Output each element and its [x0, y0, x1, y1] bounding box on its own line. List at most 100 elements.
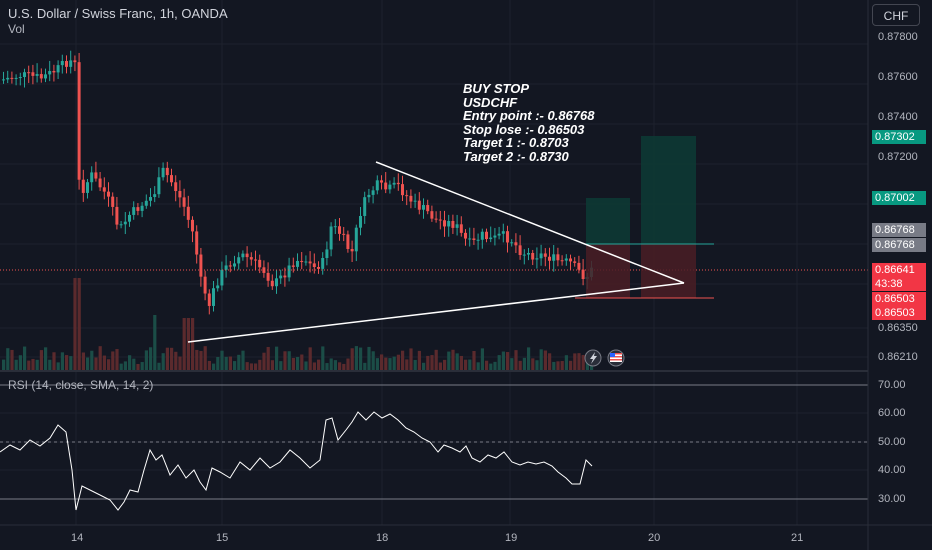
volume-bar [228, 356, 232, 370]
volume-bar [312, 362, 316, 370]
target1-tag: 0.87002 [872, 191, 926, 205]
volume-bar [220, 350, 224, 370]
entry-tag: 0.86768 [872, 238, 926, 252]
time-tick: 15 [216, 532, 229, 544]
volume-bar [132, 358, 136, 370]
volume-bar [539, 349, 543, 370]
volume-bar [375, 358, 379, 370]
volume-bar [48, 359, 52, 370]
volume-bar [560, 361, 564, 370]
volume-bar [510, 358, 514, 370]
annotation-line: BUY STOP [463, 81, 529, 96]
price-tick: 0.86210 [878, 351, 918, 363]
candle [409, 195, 413, 202]
candle [165, 167, 169, 176]
annotation-line: Entry point :- 0.86768 [463, 108, 595, 123]
annotation-line: Stop lose :- 0.86503 [463, 121, 585, 137]
candle [564, 258, 568, 261]
rsi-label[interactable]: RSI (14, close, SMA, 14, 2) [8, 378, 154, 392]
candle [199, 254, 203, 277]
candle [241, 253, 245, 258]
candle [308, 261, 312, 264]
volume-bar [216, 356, 220, 370]
volume-bar [35, 359, 39, 370]
volume-bar [371, 351, 375, 370]
candle [296, 260, 299, 267]
candle [304, 261, 308, 263]
currency-button[interactable]: CHF [872, 4, 920, 26]
candle [510, 242, 514, 244]
trade-annotation[interactable]: BUY STOP USDCHF Entry point :- 0.86768 S… [463, 82, 594, 163]
volume-bar [77, 278, 81, 370]
candle [207, 293, 211, 306]
volume-bar [107, 359, 111, 370]
candle [283, 275, 287, 278]
volume-bar [140, 362, 144, 370]
candle [531, 252, 535, 260]
candle [245, 253, 249, 258]
volume-bar [233, 361, 237, 370]
volume-bar [52, 352, 56, 370]
volume-bar [518, 360, 522, 370]
volume-bar [476, 362, 480, 370]
volume-bar [548, 353, 552, 370]
volume-bar [426, 355, 430, 370]
candle [476, 239, 480, 241]
time-tick: 14 [71, 532, 84, 544]
rsi-line [0, 411, 593, 511]
rsi-tick: 70.00 [878, 379, 906, 391]
volume-bar [543, 350, 547, 370]
symbol-title[interactable]: U.S. Dollar / Swiss Franc, 1h, OANDA [8, 6, 228, 21]
volume-bar [73, 278, 77, 370]
volume-bar [115, 349, 119, 370]
candle [258, 259, 262, 268]
candle [102, 187, 106, 192]
candle [132, 207, 136, 215]
target-zone-1 [586, 198, 630, 244]
candle [518, 245, 522, 256]
candle [312, 263, 316, 268]
lightning-icon[interactable] [584, 349, 602, 367]
candle [287, 265, 291, 278]
candle [291, 265, 295, 267]
candle [472, 238, 476, 241]
volume-bar [380, 354, 384, 370]
candle [149, 197, 152, 201]
volume-bar [472, 350, 476, 370]
volume-bar [237, 354, 241, 370]
candle [338, 226, 341, 234]
annotation-line: Target 2 :- 0.8730 [463, 148, 569, 164]
price-tick: 0.86350 [878, 322, 918, 334]
volume-bar [23, 346, 27, 370]
candle [228, 265, 232, 267]
volume-bar [363, 362, 367, 370]
candle [136, 207, 140, 211]
candle [321, 257, 325, 269]
candle [401, 184, 404, 196]
volume-bar [384, 357, 388, 370]
volume-bar [422, 362, 426, 370]
candle [27, 72, 31, 74]
candle [275, 278, 278, 287]
us-flag-icon[interactable] [607, 349, 625, 367]
stop-tag: 0.86503 [872, 292, 926, 306]
volume-bar [388, 358, 392, 370]
volume-bar [275, 346, 279, 370]
candle [140, 205, 144, 211]
volume-bar [480, 348, 484, 370]
volume-label: Vol [8, 22, 25, 36]
candle [266, 272, 270, 281]
candle [128, 214, 131, 222]
volume-bar [354, 346, 358, 370]
price-tick: 0.87400 [878, 111, 918, 123]
candle [111, 196, 115, 207]
candle [388, 184, 392, 190]
candle [23, 72, 26, 78]
volume-bar [321, 346, 325, 370]
candle [69, 60, 73, 67]
volume-bar [564, 355, 568, 370]
stop-zone-2 [641, 244, 696, 298]
candle [396, 182, 400, 185]
volume-bar [56, 362, 60, 370]
